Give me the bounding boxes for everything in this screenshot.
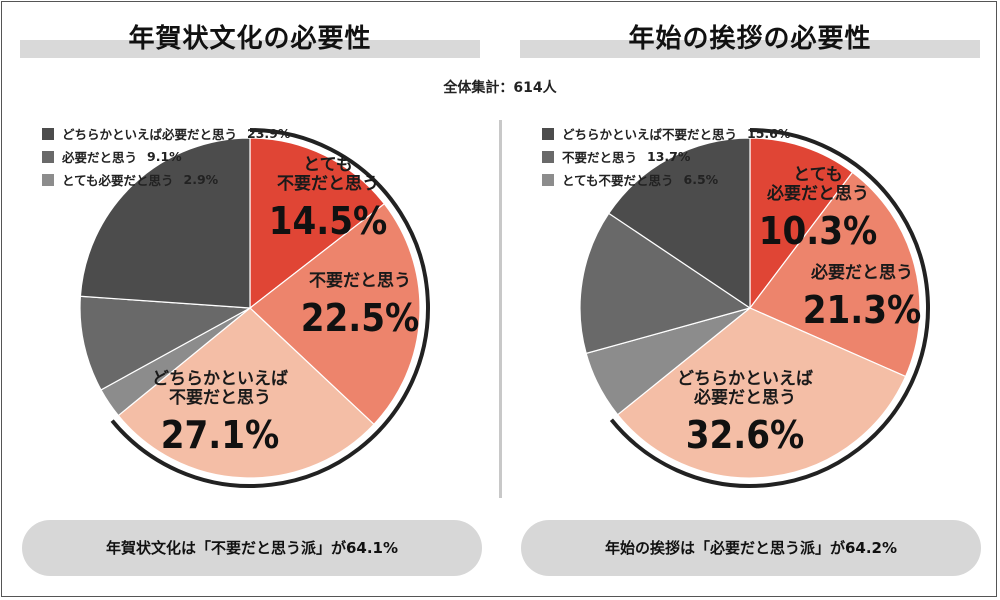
pie-slice-1 (249, 202, 421, 426)
pie-slice-2 (117, 307, 375, 479)
legend-swatch (42, 150, 54, 163)
legend-swatch (542, 173, 554, 186)
pie-slice-0 (249, 137, 386, 310)
slice-value-label: 14.5% (269, 199, 388, 243)
legend-value: 13.7% (647, 149, 691, 164)
slice-label-text: どちらかといえば (152, 369, 288, 389)
legend-value: 15.6% (747, 126, 791, 141)
legend-label: 不要だと思う (562, 150, 638, 165)
legend-swatch (42, 127, 54, 140)
legend-value: 9.1% (147, 149, 182, 164)
right-chart-title: 年始の挨拶の必要性 (520, 18, 980, 60)
slice-value-label: 21.3% (803, 288, 922, 332)
right-title-bar (520, 40, 980, 58)
slice-label-group: どちらかといえば必要だと思う 32.6% (677, 369, 813, 457)
left-title-text: 年賀状文化の必要性 (128, 24, 372, 54)
left-legend: どちらかといえば必要だと思う 23.9% 必要だと思う 9.1% とても必要だと… (42, 122, 290, 191)
slice-value-label: 22.5% (301, 296, 420, 340)
left-pie-chart: とても不要だと思う14.5%不要だと思う22.5%どちらかといえば不要だと思う2… (79, 128, 430, 488)
slice-value-label: 32.6% (686, 413, 805, 457)
right-summary-callout: 年始の挨拶は「必要だと思う派」が64.2% (521, 520, 981, 576)
pie-slice-5 (79, 137, 251, 309)
legend-value: 6.5% (683, 172, 719, 187)
slice-value-label: 10.3% (759, 209, 878, 253)
legend-swatch (542, 127, 554, 140)
panel-divider (499, 120, 502, 498)
pie-slice-4 (579, 212, 752, 355)
right-title-text: 年始の挨拶の必要性 (628, 24, 872, 54)
legend-item: 必要だと思う 9.1% (42, 145, 290, 168)
left-summary-callout: 年賀状文化は「不要だと思う派」が64.1% (22, 520, 482, 576)
pie-slice-4 (79, 295, 253, 391)
slice-label-text: 必要だと思う (693, 387, 796, 408)
slice-value-label: 27.1% (161, 413, 280, 457)
slice-label-text: とても (303, 155, 353, 175)
legend-value: 2.9% (183, 172, 219, 187)
pie-slice-5 (607, 137, 751, 310)
slice-label-text: 不要だと思う (277, 174, 379, 194)
legend-item: とても必要だと思う 2.9% (42, 168, 290, 191)
slice-label-group: とても必要だと思う 10.3% (759, 165, 878, 253)
left-chart-title: 年賀状文化の必要性 (20, 18, 480, 60)
majority-highlight-ring (609, 128, 930, 488)
pie-slice-1 (749, 171, 921, 378)
slice-label-text: どちらかといえば (677, 369, 813, 389)
pie-slice-2 (616, 307, 907, 479)
legend-item: どちらかといえば不要だと思う 15.6% (542, 122, 790, 145)
legend-label: とても不要だと思う (562, 173, 674, 188)
slice-label-text: 不要だと思う (309, 271, 411, 291)
slice-label-group: とても不要だと思う 14.5% (269, 155, 388, 243)
legend-label: とても必要だと思う (62, 173, 174, 188)
legend-value: 23.9% (247, 126, 291, 141)
majority-highlight-ring (110, 128, 430, 488)
slice-label-text: 必要だと思う (766, 183, 869, 204)
slice-label-group: 不要だと思う 22.5% (301, 271, 420, 340)
total-respondents: 全体集計：614人 (443, 80, 557, 96)
right-pie-chart: とても必要だと思う10.3%必要だと思う21.3%どちらかといえば必要だと思う3… (579, 128, 930, 488)
legend-label: 必要だと思う (62, 150, 138, 165)
slice-label-text: とても (793, 165, 843, 185)
legend-swatch (542, 150, 554, 163)
legend-item: 不要だと思う 13.7% (542, 145, 790, 168)
legend-swatch (42, 173, 54, 186)
slice-label-text: 不要だと思う (169, 388, 271, 408)
legend-item: どちらかといえば必要だと思う 23.9% (42, 122, 290, 145)
slice-label-text: 必要だと思う (810, 262, 913, 283)
slice-label-group: どちらかといえば不要だと思う 27.1% (152, 369, 288, 457)
slice-label-group: 必要だと思う 21.3% (803, 262, 922, 332)
right-legend: どちらかといえば不要だと思う 15.6% 不要だと思う 13.7% とても不要だ… (542, 122, 790, 191)
legend-item: とても不要だと思う 6.5% (542, 168, 790, 191)
left-title-bar (20, 40, 480, 58)
pie-slice-0 (749, 137, 854, 310)
legend-label: どちらかといえば不要だと思う (562, 127, 738, 142)
legend-label: どちらかといえば必要だと思う (62, 127, 238, 142)
